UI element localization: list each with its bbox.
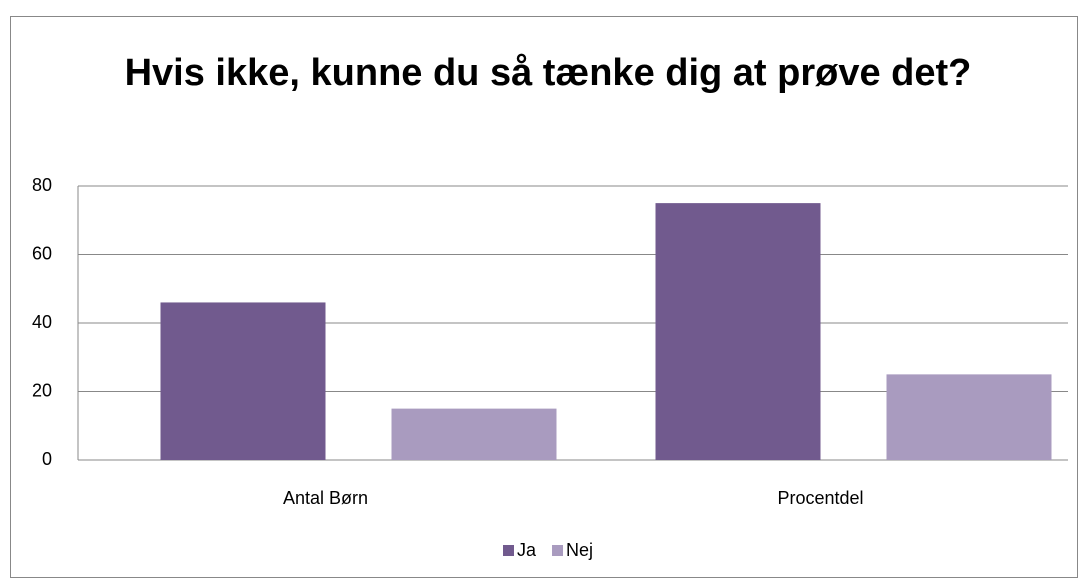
- y-tick-label: 20: [32, 380, 52, 400]
- bar: [160, 302, 326, 460]
- chart-border: [10, 16, 1078, 578]
- y-tick-label: 80: [32, 175, 52, 195]
- x-tick-label: Procentdel: [777, 488, 863, 508]
- y-tick-label: 40: [32, 312, 52, 332]
- legend-label: Nej: [566, 540, 593, 560]
- x-tick-label: Antal Børn: [283, 488, 368, 508]
- bar: [655, 203, 821, 460]
- chart-title: Hvis ikke, kunne du så tænke dig at prøv…: [125, 52, 972, 94]
- legend-swatch: [552, 545, 564, 556]
- bar: [886, 374, 1052, 460]
- y-tick-label: 0: [42, 449, 52, 469]
- legend-swatch: [503, 545, 514, 556]
- bar: [391, 408, 557, 460]
- legend-label: Ja: [517, 540, 537, 560]
- y-tick-label: 60: [32, 243, 52, 263]
